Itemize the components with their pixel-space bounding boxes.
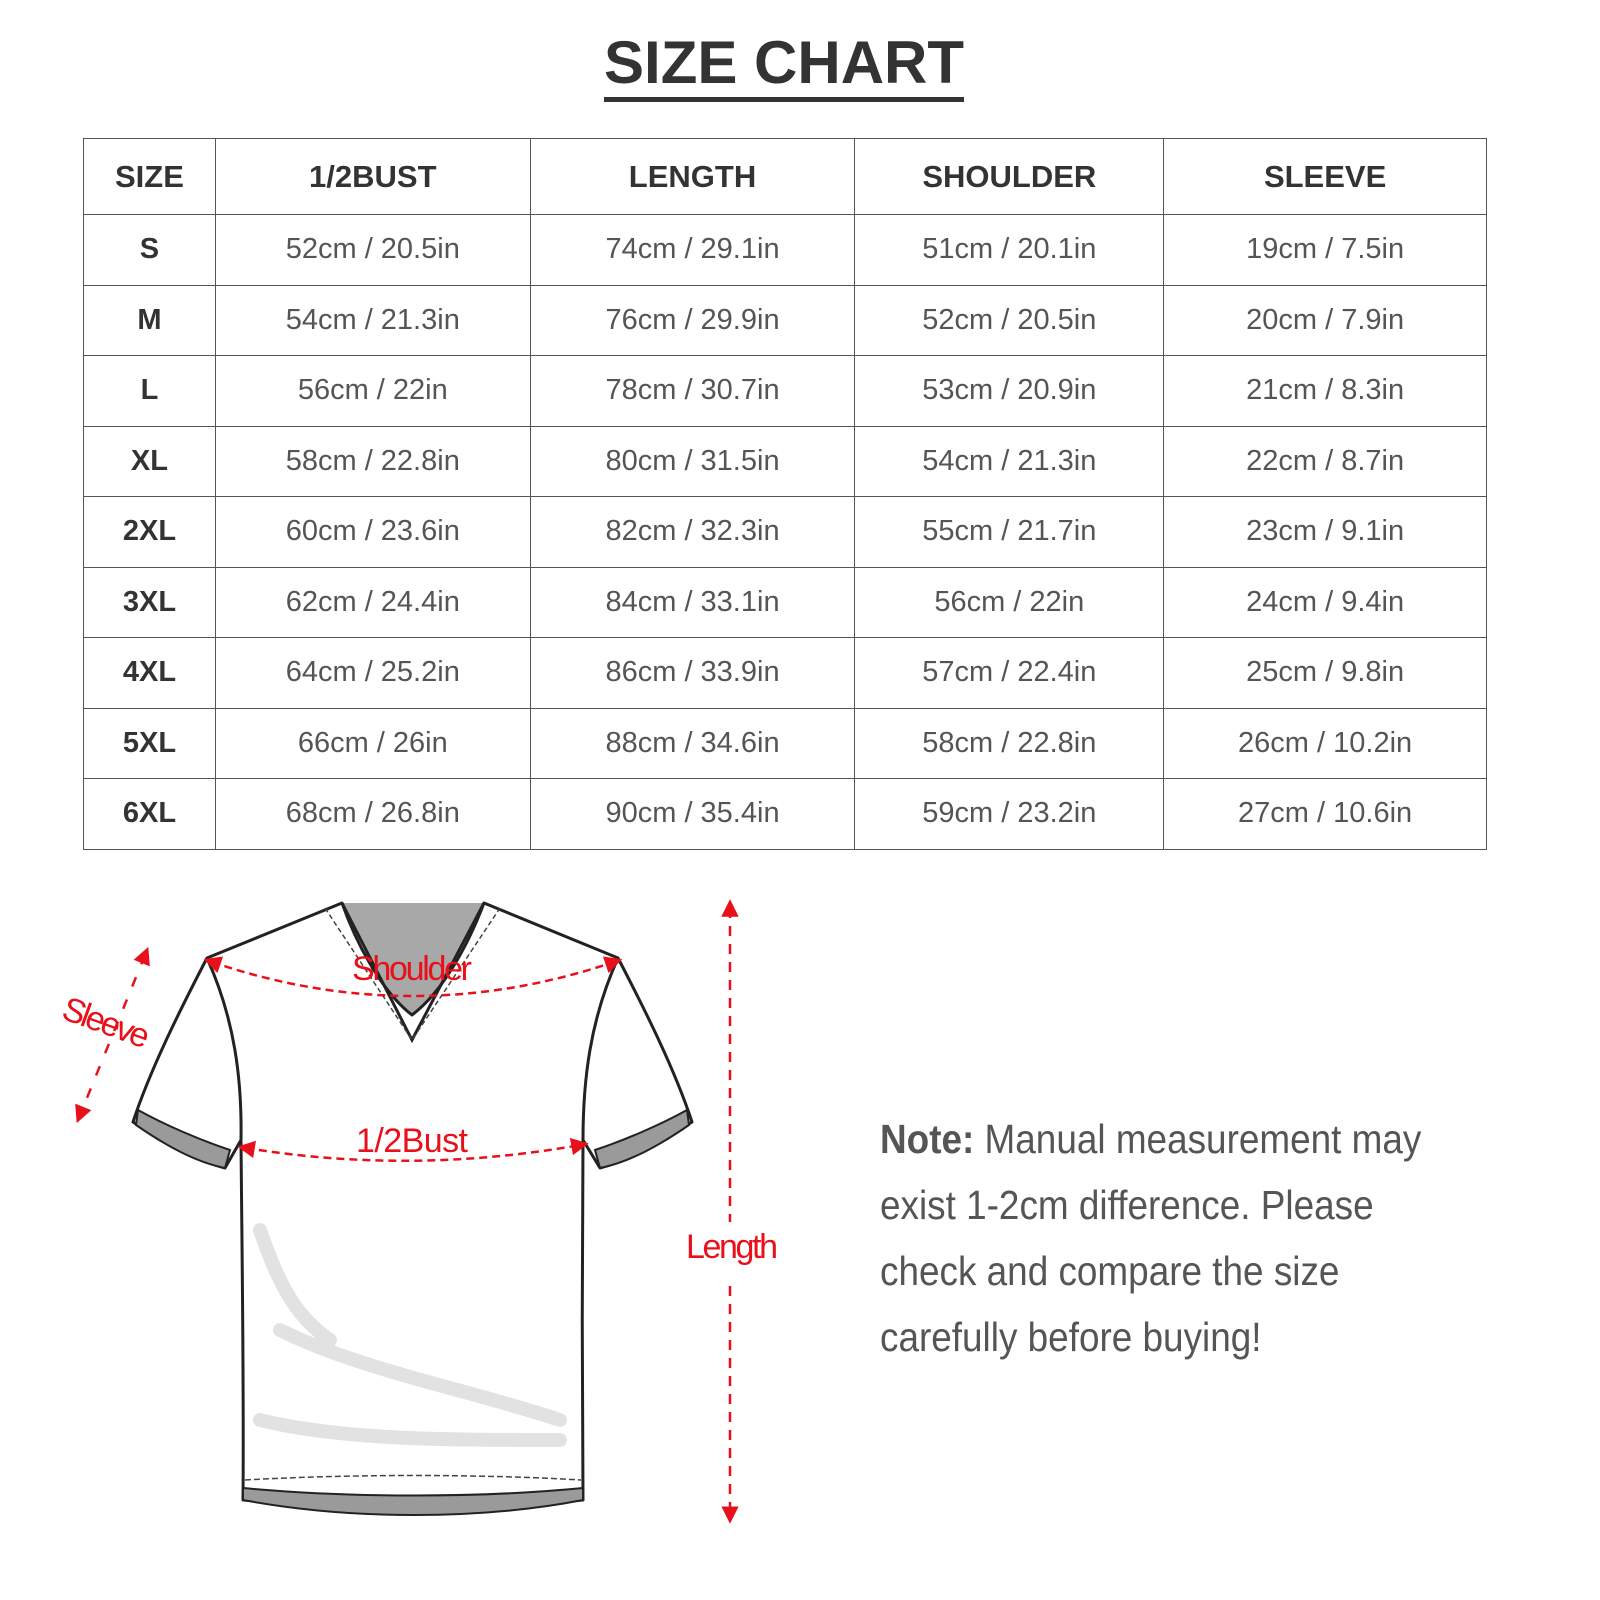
measurement-cell: 76cm / 29.9in xyxy=(529,284,856,356)
page-title: SIZE CHART xyxy=(0,28,1568,102)
measurement-cell: 78cm / 30.7in xyxy=(529,355,856,427)
measurement-cell: 23cm / 9.1in xyxy=(1163,496,1487,568)
note-label: Note: xyxy=(880,1116,975,1162)
size-cell: 6XL xyxy=(83,778,216,850)
measurement-cell: 24cm / 9.4in xyxy=(1163,566,1487,638)
measurement-cell: 52cm / 20.5in xyxy=(854,284,1165,356)
tshirt-outline xyxy=(131,901,694,1516)
bust-measure-line xyxy=(237,1137,589,1163)
table-row: 2XL 60cm / 23.6in 82cm / 32.3in 55cm / 21.7… xyxy=(83,496,1487,568)
measurement-cell: 27cm / 10.6in xyxy=(1163,778,1487,850)
table-row: 6XL 68cm / 26.8in 90cm / 35.4in 59cm / 23.2… xyxy=(83,778,1487,850)
measurement-cell: 88cm / 34.6in xyxy=(529,707,856,779)
note-body: Manual measurement may exist 1-2cm diffe… xyxy=(880,1116,1422,1360)
note-text: Note: Manual measurement may exist 1-2cm… xyxy=(880,1106,1438,1370)
bust-label: 1/2Bust xyxy=(356,1122,469,1160)
column-header: SIZE xyxy=(83,138,216,215)
size-cell: 2XL xyxy=(83,496,216,568)
column-header: LENGTH xyxy=(529,138,856,215)
shoulder-measure-line xyxy=(203,956,623,998)
measurement-cell: 90cm / 35.4in xyxy=(529,778,856,850)
measurement-cell: 60cm / 23.6in xyxy=(214,496,531,568)
length-label: Length xyxy=(686,1228,778,1266)
table-row: 3XL 62cm / 24.4in 84cm / 33.1in 56cm / 22in… xyxy=(83,566,1487,638)
size-cell: 3XL xyxy=(83,566,216,638)
measurement-cell: 20cm / 7.9in xyxy=(1163,284,1487,356)
measurement-cell: 80cm / 31.5in xyxy=(529,425,856,497)
measurement-cell: 55cm / 21.7in xyxy=(854,496,1165,568)
column-header: SLEEVE xyxy=(1163,138,1487,215)
size-cell: 4XL xyxy=(83,637,216,709)
shoulder-label: Shoulder xyxy=(352,950,472,988)
column-header: 1/2BUST xyxy=(214,138,531,215)
column-header: SHOULDER xyxy=(854,138,1165,215)
sleeve-measure-line xyxy=(75,946,150,1124)
measurement-cell: 51cm / 20.1in xyxy=(854,214,1165,286)
measurement-cell: 64cm / 25.2in xyxy=(214,637,531,709)
size-cell: 5XL xyxy=(83,707,216,779)
size-cell: XL xyxy=(83,425,216,497)
measurement-cell: 59cm / 23.2in xyxy=(854,778,1165,850)
measurement-cell: 26cm / 10.2in xyxy=(1163,707,1487,779)
measurement-cell: 58cm / 22.8in xyxy=(214,425,531,497)
table-row: S 52cm / 20.5in 74cm / 29.1in 51cm / 20.1in… xyxy=(83,214,1487,286)
measurement-cell: 68cm / 26.8in xyxy=(214,778,531,850)
measurement-cell: 58cm / 22.8in xyxy=(854,707,1165,779)
table-row: 5XL 66cm / 26in 88cm / 34.6in 58cm / 22.8in… xyxy=(83,707,1487,779)
measurement-cell: 57cm / 22.4in xyxy=(854,637,1165,709)
measurement-cell: 62cm / 24.4in xyxy=(214,566,531,638)
size-table: SIZE 1/2BUST LENGTH SHOULDER SLEEVE S 52cm / … xyxy=(83,138,1487,850)
measurement-cell: 74cm / 29.1in xyxy=(529,214,856,286)
measurement-cell: 56cm / 22in xyxy=(854,566,1165,638)
sleeve-label: Sleeve xyxy=(57,990,155,1056)
measurement-cell: 53cm / 20.9in xyxy=(854,355,1165,427)
size-cell: L xyxy=(83,355,216,427)
measurement-cell: 56cm / 22in xyxy=(214,355,531,427)
measurement-cell: 66cm / 26in xyxy=(214,707,531,779)
size-cell: M xyxy=(83,284,216,356)
measurement-cell: 84cm / 33.1in xyxy=(529,566,856,638)
measurement-cell: 19cm / 7.5in xyxy=(1163,214,1487,286)
measurement-cell: 54cm / 21.3in xyxy=(854,425,1165,497)
table-header-row: SIZE 1/2BUST LENGTH SHOULDER SLEEVE xyxy=(83,138,1487,215)
